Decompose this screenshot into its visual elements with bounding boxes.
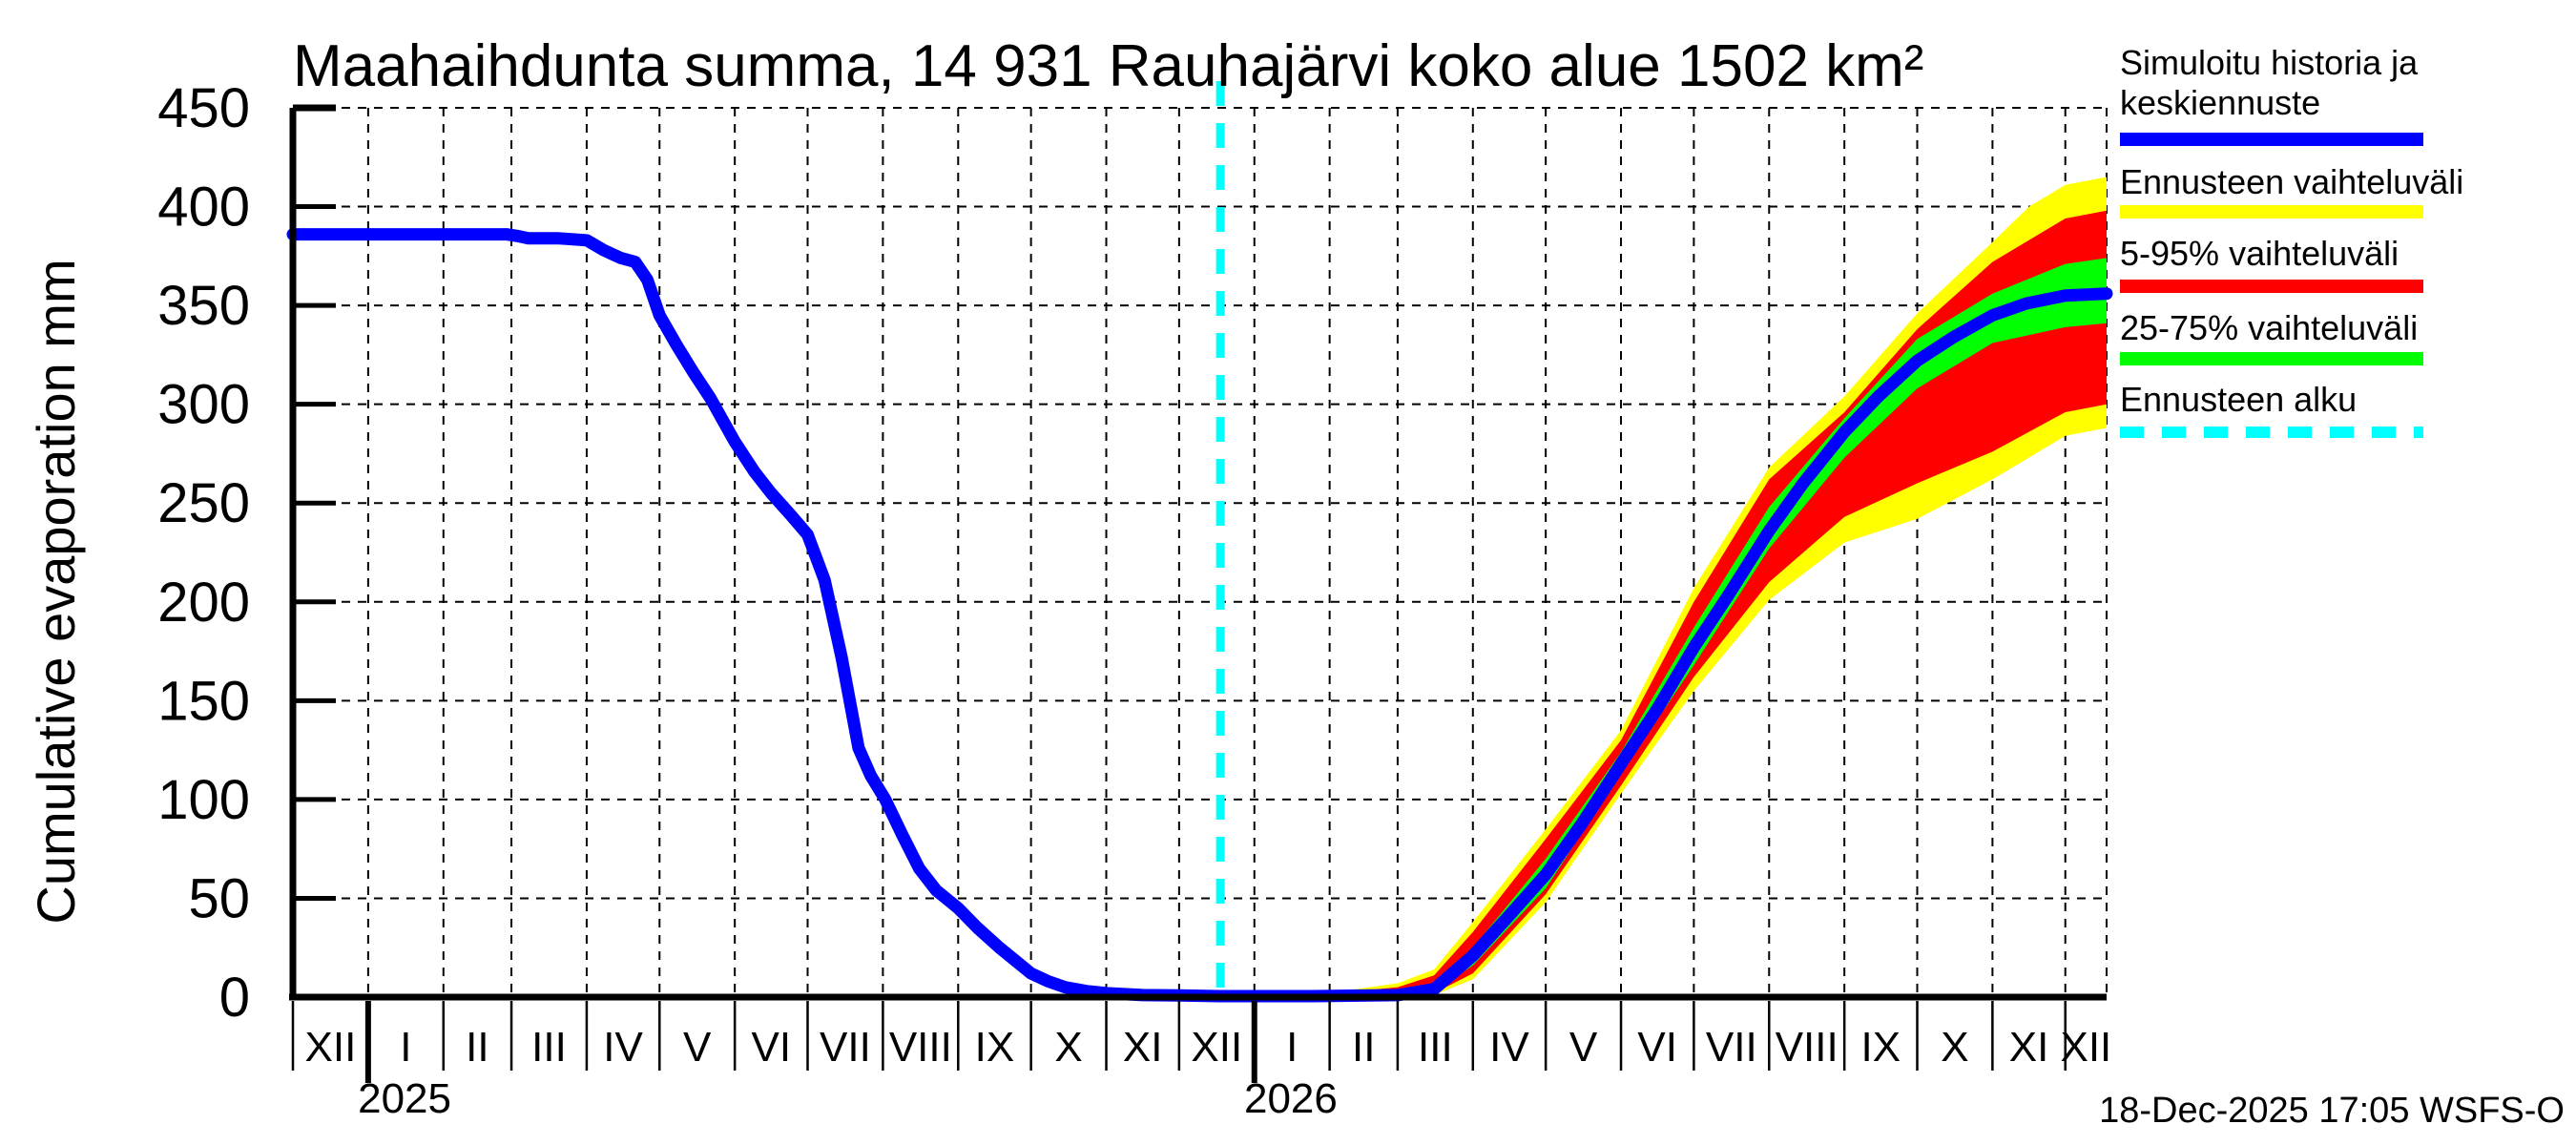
forecast_median-line [1214,287,2113,1003]
legend-item: Ennusteen alku [2120,380,2423,438]
legend-item: 5-95% vaihteluväli [2120,234,2423,293]
history_median-line [286,228,1227,1003]
legend-item-label: Ennusteen vaihteluväli [2120,162,2463,201]
band_25_75 [1220,258,2107,997]
uncertainty-bands-layer [1220,177,2107,997]
year-label: 2025 [358,1075,451,1122]
y-tick-label: 100 [157,769,250,831]
month-label: XII [305,1024,357,1071]
month-label: V [1569,1024,1598,1071]
month-label: VIII [1776,1024,1839,1071]
y-tick-label: 50 [188,867,250,929]
y-tick-label: 250 [157,472,250,534]
y-tick-label: 450 [157,77,250,139]
y-tick-label: 400 [157,177,250,239]
month-label: VI [752,1024,792,1071]
legend-item-label: keskiennuste [2120,83,2320,122]
month-label: IV [603,1024,643,1071]
y-tick-label: 350 [157,275,250,337]
series-lines-layer [286,228,2113,1003]
month-label: II [466,1024,488,1071]
legend-item: 25-75% vaihteluväli [2120,308,2423,365]
axes-layer [289,104,2107,1083]
grid-layer [293,107,2108,997]
legend-item: Ennusteen vaihteluväli [2120,162,2463,219]
month-label: I [1286,1024,1298,1071]
month-label: IX [975,1024,1015,1071]
month-label: XII [2060,1024,2111,1071]
month-label: I [400,1024,411,1071]
chart-title: Maahaihdunta summa, 14 931 Rauhajärvi ko… [293,33,1923,99]
month-label: XI [1123,1024,1163,1071]
month-label: III [531,1024,567,1071]
y-tick-label: 0 [219,967,250,1029]
month-label: II [1352,1024,1375,1071]
y-axis-label: Cumulative evaporation mm [26,259,86,924]
y-tick-label: 200 [157,572,250,634]
month-label: IX [1861,1024,1901,1071]
month-label: VII [1706,1024,1757,1071]
month-label: VII [820,1024,871,1071]
legend-item-label: 25-75% vaihteluväli [2120,308,2418,347]
y-tick-label: 150 [157,670,250,732]
month-label: IV [1489,1024,1529,1071]
month-label: VI [1637,1024,1677,1071]
legend-item-label: Simuloitu historia ja [2120,43,2419,82]
month-label: V [683,1024,712,1071]
legend-item-label: 5-95% vaihteluväli [2120,234,2399,273]
y-tick-label: 300 [157,374,250,436]
legend-item-label: Ennusteen alku [2120,380,2357,419]
month-label: III [1418,1024,1453,1071]
month-label: X [1054,1024,1082,1071]
month-label: VIII [889,1024,952,1071]
timestamp-caption: 18-Dec-2025 17:05 WSFS-O [2099,1091,2565,1131]
month-label: XII [1191,1024,1242,1071]
year-label: 2026 [1244,1075,1338,1122]
month-label: XI [2009,1024,2049,1071]
month-label: X [1941,1024,1968,1071]
